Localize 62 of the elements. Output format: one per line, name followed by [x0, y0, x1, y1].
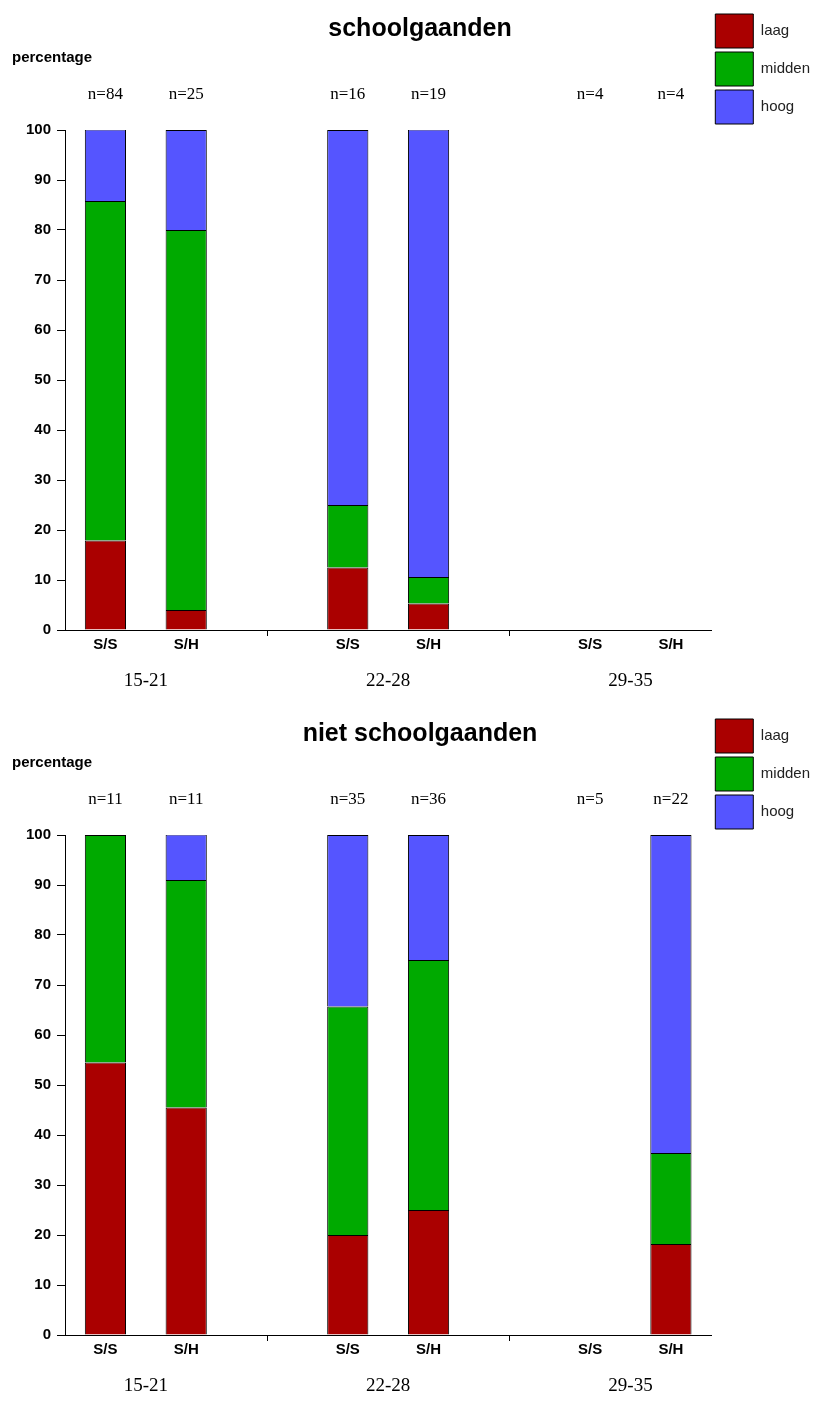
y-tick-label: 0	[42, 1325, 52, 1343]
legend-label: hoog	[760, 97, 795, 115]
text: n=4	[576, 84, 604, 104]
y-tick-label: 50	[34, 370, 52, 388]
y-tick-label: 60	[34, 1025, 52, 1043]
y-tick-label: 20	[34, 1225, 52, 1243]
y-tick-label: 90	[34, 170, 52, 188]
text: n=11	[168, 789, 204, 809]
y-tick-label: 10	[34, 1275, 52, 1293]
text: n=16	[330, 84, 366, 104]
y-axis-title: percentage	[12, 753, 93, 771]
y-axis-title: percentage	[12, 48, 93, 66]
x-tick-label: S/S	[93, 635, 118, 653]
text: n=84	[87, 84, 124, 104]
y-tick-label: 70	[34, 975, 52, 993]
legend-label: midden	[760, 59, 811, 77]
y-tick-label: 60	[34, 320, 52, 338]
y-tick-label: 10	[34, 570, 52, 588]
y-tick-label: 40	[34, 420, 52, 438]
x-tick-label: S/S	[335, 1340, 360, 1358]
y-tick-label: 0	[42, 620, 52, 638]
legend-label: laag	[760, 726, 790, 744]
text: 29-35	[608, 1373, 653, 1395]
text: n=11	[88, 789, 123, 809]
y-tick-label: 20	[34, 520, 52, 538]
text: 22-28	[366, 668, 411, 690]
y-tick-label: 30	[34, 470, 52, 488]
text: n=5	[576, 789, 604, 809]
y-tick-label: 80	[34, 925, 52, 943]
y-tick-label: 100	[26, 825, 52, 843]
y-tick-label: 30	[34, 1175, 52, 1193]
legend-label: midden	[760, 764, 811, 782]
text: n=19	[411, 84, 447, 104]
y-tick-label: 80	[34, 220, 52, 238]
x-tick-label: S/S	[578, 635, 603, 653]
chart-title: niet schoolgaanden	[302, 717, 538, 746]
legend-label: hoog	[760, 802, 795, 820]
x-tick-label: S/S	[93, 1340, 118, 1358]
text: n=4	[657, 84, 685, 104]
text: 15-21	[123, 1373, 168, 1395]
x-tick-label: S/H	[658, 635, 684, 653]
legend-label: laag	[760, 21, 790, 39]
text: n=25	[168, 84, 204, 104]
x-tick-label: S/H	[416, 635, 442, 653]
y-tick-label: 40	[34, 1125, 52, 1143]
y-tick-label: 90	[34, 875, 52, 893]
x-tick-label: S/H	[658, 1340, 684, 1358]
x-tick-label: S/S	[335, 635, 360, 653]
x-tick-label: S/H	[173, 1340, 199, 1358]
y-tick-label: 100	[26, 120, 52, 138]
chart-title: schoolgaanden	[328, 12, 512, 41]
text: 22-28	[366, 1373, 411, 1395]
y-tick-label: 70	[34, 270, 52, 288]
y-tick-label: 50	[34, 1075, 52, 1093]
text: 15-21	[123, 668, 168, 690]
x-tick-label: S/H	[416, 1340, 442, 1358]
text: n=35	[330, 789, 366, 809]
text: n=36	[411, 789, 447, 809]
x-tick-label: S/S	[578, 1340, 603, 1358]
x-tick-label: S/H	[173, 635, 199, 653]
text: n=22	[653, 789, 689, 809]
text: 29-35	[608, 668, 653, 690]
